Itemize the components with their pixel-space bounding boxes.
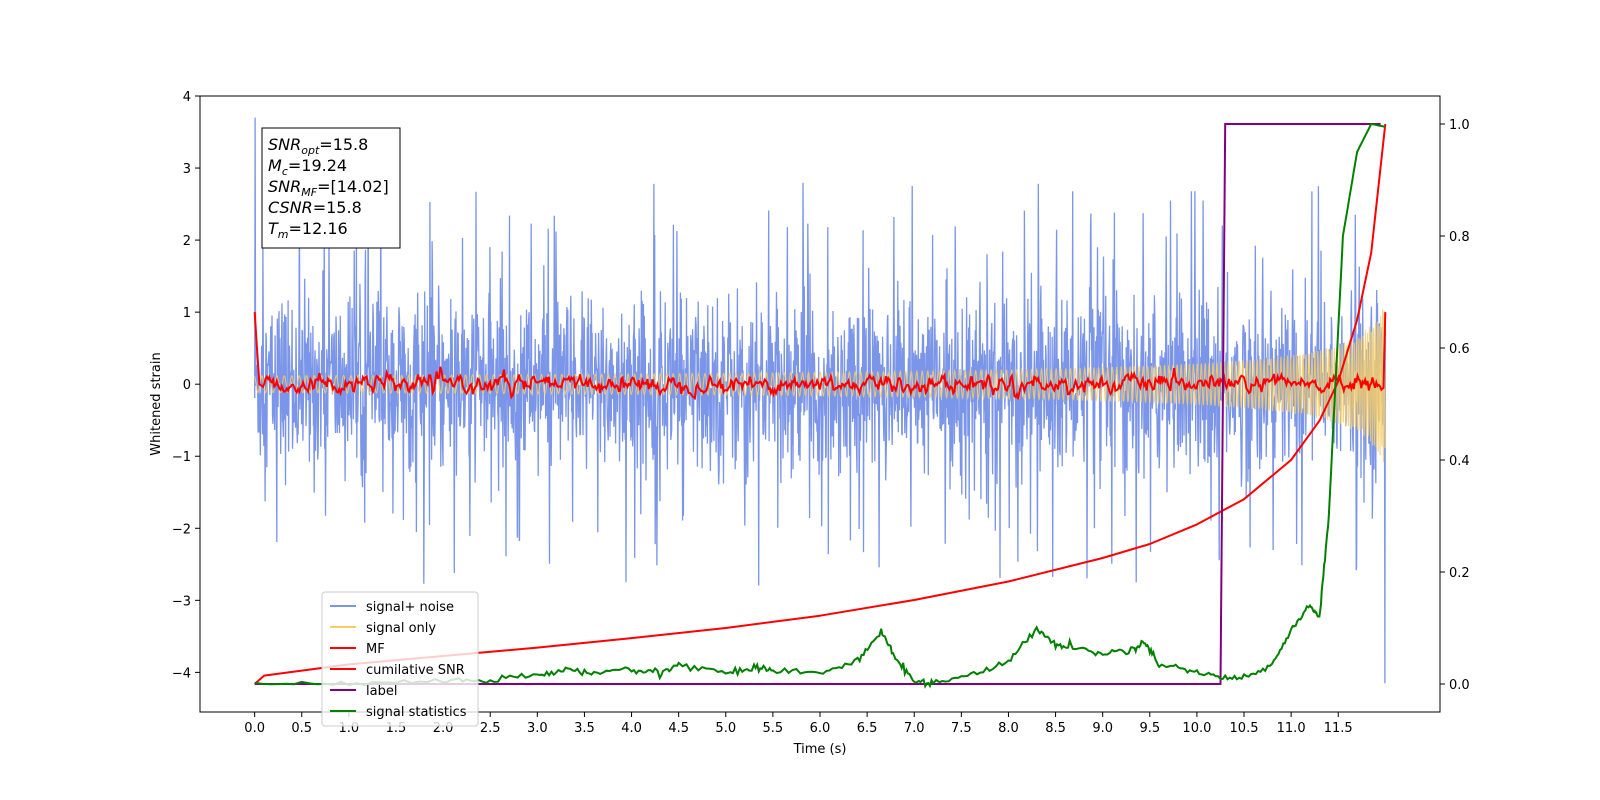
y-tick-label: 3 xyxy=(183,162,191,177)
annotation-frame xyxy=(261,127,401,249)
y2-tick-label: 0.6 xyxy=(1449,342,1470,357)
series-signal-noise xyxy=(254,117,1386,684)
legend-entry-label: label xyxy=(366,684,397,699)
legend-entry-label: signal statistics xyxy=(366,705,467,720)
x-axis-label: Time (s) xyxy=(793,742,847,757)
x-tick-label: 4.5 xyxy=(668,721,689,736)
legend-entry-label: cumilative SNR xyxy=(366,663,465,678)
y2-tick-label: 0.0 xyxy=(1449,678,1470,693)
series-signal-statistics xyxy=(254,122,1386,689)
x-tick-label: 0.5 xyxy=(291,721,312,736)
y2-tick-label: 0.8 xyxy=(1449,230,1470,245)
annotation-line: SNRopt=15.8 xyxy=(268,135,368,157)
x-tick-label: 6.5 xyxy=(857,721,878,736)
y-tick-label: 4 xyxy=(183,90,191,105)
x-tick-label: 10.0 xyxy=(1182,721,1211,736)
x-tick-label: 6.0 xyxy=(810,721,831,736)
y-axis-label: Whitened strain xyxy=(149,352,164,455)
y-axis: 4 3 2 1 0 −1 −2 −3 −4 xyxy=(172,90,200,681)
legend-entry-label: MF xyxy=(366,642,385,657)
annotation-line: Tm=12.16 xyxy=(268,219,348,241)
y-tick-label: 2 xyxy=(183,234,191,249)
snr-annotation-box: SNRopt=15.8Mc=19.24SNRMF=[14.02]CSNR=15.… xyxy=(261,127,401,249)
x-tick-label: 11.0 xyxy=(1277,721,1306,736)
x-tick-label: 3.0 xyxy=(527,721,548,736)
series-mf xyxy=(253,312,1387,400)
legend-frame xyxy=(321,591,479,727)
x-tick-label: 10.5 xyxy=(1230,721,1259,736)
y2-tick-label: 0.4 xyxy=(1449,454,1470,469)
y-tick-label: −2 xyxy=(172,522,191,537)
x-tick-label: 4.0 xyxy=(621,721,642,736)
y-tick-label: 1 xyxy=(183,306,191,321)
x-tick-label: 0.0 xyxy=(244,721,265,736)
legend: signal+ noise signal only MF cumilative SNR… xyxy=(321,591,479,727)
x-tick-label: 11.5 xyxy=(1324,721,1353,736)
x-tick-label: 8.5 xyxy=(1045,721,1066,736)
x-tick-label: 2.5 xyxy=(480,721,501,736)
x-tick-label: 8.0 xyxy=(998,721,1019,736)
y2-tick-label: 0.2 xyxy=(1449,566,1470,581)
annotation-line: CSNR=15.8 xyxy=(268,198,362,217)
x-tick-label: 7.5 xyxy=(951,721,972,736)
x-tick-label: 3.5 xyxy=(574,721,595,736)
y-tick-label: −1 xyxy=(172,450,191,465)
x-tick-label: 5.0 xyxy=(715,721,736,736)
y-tick-label: 0 xyxy=(183,378,191,393)
y2-tick-label: 1.0 xyxy=(1449,118,1470,133)
x-tick-label: 9.0 xyxy=(1092,721,1113,736)
y-tick-label: −4 xyxy=(172,666,191,681)
y2-axis: 1.0 0.8 0.6 0.4 0.2 0.0 xyxy=(1440,118,1470,693)
x-tick-label: 5.5 xyxy=(763,721,784,736)
x-tick-label: 7.0 xyxy=(904,721,925,736)
annotation-line: SNRMF=[14.02] xyxy=(268,177,389,199)
annotation-line: Mc=19.24 xyxy=(268,156,347,178)
y-tick-label: −3 xyxy=(172,594,191,609)
legend-entry-label: signal+ noise xyxy=(366,600,454,615)
series-label xyxy=(254,123,1381,685)
legend-entry-label: signal only xyxy=(366,621,436,636)
x-tick-label: 9.5 xyxy=(1139,721,1160,736)
